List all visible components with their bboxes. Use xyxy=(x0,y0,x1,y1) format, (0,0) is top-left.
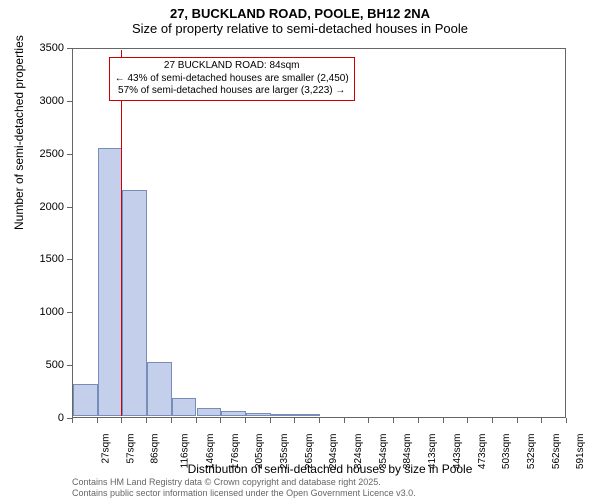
xtick-label: 27sqm xyxy=(101,434,112,464)
ytick-label: 1500 xyxy=(24,253,64,265)
footnote-line2: Contains public sector information licen… xyxy=(72,488,416,498)
histogram-bar xyxy=(295,414,320,416)
ytick-label: 3500 xyxy=(24,42,64,54)
histogram-bar xyxy=(98,148,123,417)
xtick-mark xyxy=(517,418,518,423)
xtick-mark xyxy=(270,418,271,423)
ytick-mark xyxy=(67,154,72,155)
xtick-mark xyxy=(344,418,345,423)
xtick-mark xyxy=(220,418,221,423)
xtick-mark xyxy=(319,418,320,423)
ytick-mark xyxy=(67,101,72,102)
property-marker-line xyxy=(121,50,122,416)
plot-box: 27 BUCKLAND ROAD: 84sqm← 43% of semi-det… xyxy=(72,48,566,418)
chart-container: 27, BUCKLAND ROAD, POOLE, BH12 2NA Size … xyxy=(0,0,600,500)
chart-area: 27 BUCKLAND ROAD: 84sqm← 43% of semi-det… xyxy=(72,48,566,418)
title-sub: Size of property relative to semi-detach… xyxy=(0,21,600,36)
ytick-label: 2000 xyxy=(24,201,64,213)
xtick-mark xyxy=(368,418,369,423)
xtick-mark xyxy=(443,418,444,423)
ytick-label: 2500 xyxy=(24,148,64,160)
xtick-mark xyxy=(171,418,172,423)
histogram-bar xyxy=(122,190,147,416)
annotation-line3: 57% of semi-detached houses are larger (… xyxy=(115,85,349,98)
histogram-bar xyxy=(271,414,296,416)
x-axis-label: Distribution of semi-detached houses by … xyxy=(30,462,600,476)
xtick-mark xyxy=(72,418,73,423)
footnote-line1: Contains HM Land Registry data © Crown c… xyxy=(72,477,416,487)
annotation-box: 27 BUCKLAND ROAD: 84sqm← 43% of semi-det… xyxy=(109,57,355,101)
ytick-mark xyxy=(67,312,72,313)
histogram-bar xyxy=(221,411,246,416)
title-main: 27, BUCKLAND ROAD, POOLE, BH12 2NA xyxy=(0,0,600,21)
footnote: Contains HM Land Registry data © Crown c… xyxy=(72,477,416,498)
histogram-bar xyxy=(246,413,271,416)
xtick-mark xyxy=(566,418,567,423)
ytick-mark xyxy=(67,48,72,49)
xtick-mark xyxy=(121,418,122,423)
ytick-label: 3000 xyxy=(24,95,64,107)
xtick-label: 86sqm xyxy=(150,434,161,464)
ytick-label: 1000 xyxy=(24,306,64,318)
ytick-mark xyxy=(67,259,72,260)
annotation-line1: 27 BUCKLAND ROAD: 84sqm xyxy=(115,60,349,73)
xtick-label: 57sqm xyxy=(125,434,136,464)
xtick-mark xyxy=(393,418,394,423)
histogram-bar xyxy=(147,362,172,416)
xtick-mark xyxy=(245,418,246,423)
annotation-line2: ← 43% of semi-detached houses are smalle… xyxy=(115,73,349,86)
ytick-label: 0 xyxy=(24,412,64,424)
xtick-mark xyxy=(294,418,295,423)
ytick-label: 500 xyxy=(24,359,64,371)
xtick-mark xyxy=(97,418,98,423)
xtick-mark xyxy=(467,418,468,423)
xtick-mark xyxy=(492,418,493,423)
histogram-bar xyxy=(73,384,98,416)
xtick-mark xyxy=(196,418,197,423)
ytick-mark xyxy=(67,207,72,208)
histogram-bar xyxy=(197,408,222,416)
xtick-mark xyxy=(541,418,542,423)
histogram-bar xyxy=(172,398,197,416)
ytick-mark xyxy=(67,365,72,366)
xtick-mark xyxy=(146,418,147,423)
xtick-mark xyxy=(418,418,419,423)
